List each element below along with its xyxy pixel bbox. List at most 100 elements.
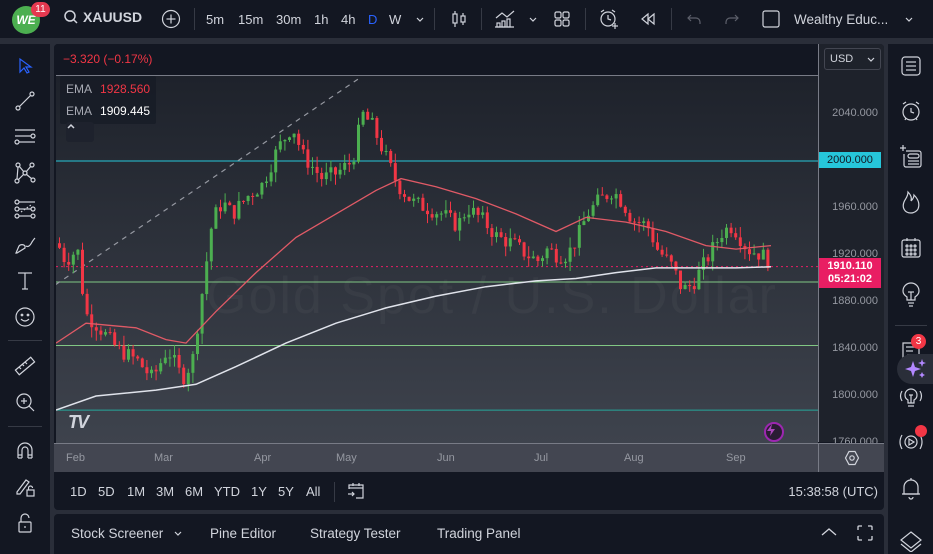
tradingview-logo[interactable]: TV [68,412,89,432]
range-all[interactable]: All [306,484,321,499]
divider [8,340,42,341]
magnet-tool[interactable] [12,438,38,464]
tab-trading-panel[interactable]: Trading Panel [437,526,521,541]
chart-settings-button[interactable] [818,443,884,472]
settings-hexagon-icon [844,450,859,466]
emoji-tool[interactable] [12,304,38,330]
interval-15m[interactable]: 15m [238,11,264,27]
price-tick: 1920.000 [832,248,878,260]
cursor-arrow-icon [19,57,33,74]
text-tool[interactable] [12,268,38,294]
streams-button[interactable] [897,384,925,412]
indicators-dropdown[interactable] [527,8,539,30]
calendar-icon [901,238,921,258]
tab-strategy-tester[interactable]: Strategy Tester [310,526,401,541]
symbol-search[interactable]: XAUUSD [63,9,142,25]
ideas-button[interactable] [897,281,925,309]
maximize-icon [857,525,873,541]
notification-badge: 11 [31,2,50,17]
brush-tool[interactable] [12,232,38,258]
undo-button[interactable] [684,8,704,30]
measure-tool[interactable] [12,353,38,379]
range-3m[interactable]: 3M [156,484,175,499]
alarm-add-icon [600,9,618,29]
ema-fast-legend[interactable]: EMA 1928.560 [66,78,150,100]
layout-name[interactable]: Wealthy Educ... [794,11,889,27]
lock-drawings-tool[interactable] [12,474,38,500]
chart-pane: −3.320 (−0.17%) Gold Spot / U.S. Dollar … [54,44,884,472]
chart-type-button[interactable] [448,8,470,30]
lock-open-icon [18,513,32,533]
level-price-label: 2000.000 [819,152,881,168]
interval-4h[interactable]: 4h [341,11,356,27]
price-axis[interactable]: USD 2040.000 2000.000 1960.000 1920.000 1880… [818,44,884,448]
chat-badge: 3 [911,334,926,349]
zoom-in-tool[interactable] [12,389,38,415]
collapse-panel-button[interactable] [820,526,838,541]
calendar-button[interactable] [897,234,925,262]
interval-1h[interactable]: 1h [314,11,329,27]
magnet-icon [17,442,33,459]
range-6m[interactable]: 6M [185,484,204,499]
indicators-button[interactable] [493,8,517,30]
lock-all-tool[interactable] [12,510,38,536]
divider [334,482,335,502]
go-to-date-button[interactable] [346,481,366,504]
lightning-button[interactable] [764,422,784,442]
chart-canvas[interactable]: Gold Spot / U.S. Dollar EMA 1928.560 EMA… [56,75,818,443]
redo-icon [725,14,739,24]
replay-button[interactable] [637,8,659,30]
interval-w[interactable]: W [389,11,402,27]
ai-assistant-button[interactable] [897,354,933,384]
maximize-panel-button[interactable] [856,524,874,545]
chevron-down-icon [174,531,182,536]
currency-select[interactable]: USD [824,48,881,70]
divider [8,426,42,427]
layouts-button[interactable] [551,8,573,30]
tab-stock-screener[interactable]: Stock Screener [71,526,183,541]
add-symbol-button[interactable] [160,8,182,30]
layers-button[interactable] [897,526,925,554]
interval-5m[interactable]: 5m [206,11,225,27]
interval-30m[interactable]: 30m [276,11,302,27]
time-tick: Feb [66,452,85,464]
redo-button[interactable] [722,8,742,30]
range-5y[interactable]: 5Y [278,484,294,499]
layout-dropdown[interactable] [903,8,915,30]
layouts-icon [554,11,570,27]
range-1d[interactable]: 1D [70,484,87,499]
lightbulb-broadcast-icon [899,388,923,407]
range-1m[interactable]: 1M [127,484,146,499]
tab-pine-editor[interactable]: Pine Editor [210,526,277,541]
time-tick: Sep [726,452,746,464]
fib-tool[interactable] [12,196,38,222]
range-5d[interactable]: 5D [98,484,115,499]
create-alert-button[interactable] [597,8,621,30]
top-toolbar: WE 11 XAUUSD 5m 15m 30m 1h 4h D W [0,0,933,38]
collapse-legend-button[interactable] [66,122,94,142]
time-axis[interactable]: Feb Mar Apr May Jun Jul Aug Sep [54,443,818,472]
notifications-button[interactable] [897,474,925,502]
interval-d[interactable]: D [368,11,378,27]
bar-countdown: 05:21:02 [827,273,873,285]
divider [194,8,195,30]
timezone-clock[interactable]: 15:38:58 (UTC) [788,484,878,499]
ema-slow-legend[interactable]: EMA 1909.445 [66,100,150,122]
chevron-up-icon [67,123,75,129]
object-tree-button[interactable] [897,142,925,170]
watchlist-button[interactable] [897,52,925,80]
drawing-toolbar [0,44,50,554]
alerts-button[interactable] [897,97,925,125]
fullscreen-toggle[interactable] [760,8,782,30]
range-1y[interactable]: 1Y [251,484,267,499]
time-tick: Apr [254,452,272,464]
hotlists-button[interactable] [897,188,925,216]
interval-dropdown[interactable] [414,8,426,30]
trend-line-tool[interactable] [12,88,38,114]
cursor-tool[interactable] [12,53,38,79]
pattern-tool[interactable] [12,160,38,186]
divider [585,8,586,30]
horizontal-lines-tool[interactable] [12,124,38,150]
add-list-icon [900,145,922,168]
range-ytd[interactable]: YTD [214,484,240,499]
